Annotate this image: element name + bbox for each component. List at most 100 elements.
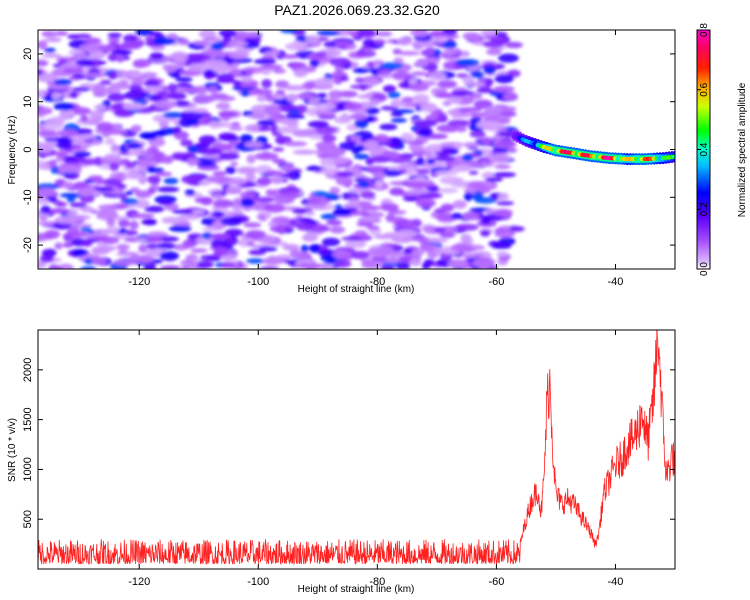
noise-blob [333, 259, 352, 268]
noise-blob [456, 73, 469, 78]
noise-blob [149, 52, 164, 61]
noise-blob [462, 32, 481, 40]
noise-blob [303, 128, 318, 134]
noise-blob [336, 171, 354, 177]
noise-blob [48, 159, 58, 168]
noise-blob [256, 196, 275, 203]
noise-blob [38, 68, 44, 76]
noise-blob [256, 94, 268, 102]
noise-blob [440, 203, 455, 212]
noise-blob [109, 162, 120, 172]
noise-blob [245, 230, 266, 239]
noise-blob [103, 192, 127, 198]
noise-blob [88, 110, 105, 119]
noise-blob [403, 248, 413, 255]
noise-blob [196, 161, 217, 167]
noise-blob [483, 66, 496, 75]
noise-blob [159, 251, 180, 261]
x-tick-label: -60 [488, 576, 504, 588]
noise-blob [497, 53, 519, 63]
noise-blob [110, 144, 121, 153]
noise-blob [359, 216, 378, 223]
noise-blob [143, 79, 161, 88]
noise-blob [73, 181, 85, 190]
noise-blob [317, 145, 340, 154]
noise-blob [499, 126, 508, 134]
noise-blob [439, 232, 456, 238]
noise-blob [41, 248, 57, 258]
noise-blob [152, 37, 176, 45]
noise-blob [473, 99, 493, 109]
noise-blob [119, 79, 129, 86]
noise-blob [259, 64, 283, 70]
noise-blob [38, 199, 50, 205]
y-tick-label: -20 [22, 237, 34, 253]
noise-blob [128, 71, 143, 78]
noise-blob [300, 244, 309, 253]
noise-blob [246, 258, 265, 264]
noise-blob [38, 160, 46, 169]
noise-blob [326, 219, 342, 226]
noise-blob [463, 192, 473, 202]
noise-blob [356, 221, 374, 227]
x-tick-label: -80 [369, 576, 385, 588]
noise-blob [366, 165, 386, 171]
noise-blob [372, 170, 386, 180]
noise-blob [93, 228, 110, 237]
noise-blob [288, 109, 300, 114]
noise-blob [76, 187, 95, 197]
noise-blob [54, 242, 63, 250]
noise-blob [54, 215, 78, 224]
noise-blob [335, 176, 354, 186]
noise-blob [391, 71, 412, 81]
noise-blob [369, 98, 381, 106]
noise-blob [79, 194, 95, 203]
noise-blob [96, 121, 114, 131]
noise-blob [38, 144, 52, 154]
noise-blob [143, 86, 164, 92]
noise-blob [307, 196, 331, 205]
noise-blob [352, 67, 370, 74]
noise-blob [280, 164, 295, 172]
noise-blob [49, 85, 71, 90]
noise-blob [349, 84, 373, 90]
noise-blob [238, 168, 255, 174]
noise-blob [354, 30, 376, 37]
noise-blob [53, 78, 73, 86]
noise-blob [188, 66, 203, 72]
figure-title: PAZ1.2026.069.23.32.G20 [274, 2, 440, 18]
noise-blob [148, 138, 166, 147]
noise-blob [69, 225, 81, 231]
noise-blob [228, 125, 243, 131]
noise-blob [423, 149, 433, 158]
noise-blob [286, 93, 298, 103]
noise-blob [174, 59, 186, 69]
noise-blob [106, 217, 116, 227]
noise-blob [107, 53, 119, 62]
noise-blob [138, 244, 148, 254]
noise-blob [496, 251, 509, 257]
noise-blob [293, 69, 308, 78]
x-tick-label: -60 [488, 276, 504, 288]
noise-blob [272, 158, 286, 164]
noise-blob [158, 200, 174, 206]
noise-blob [66, 197, 76, 203]
noise-blob [450, 212, 463, 220]
noise-blob [492, 155, 507, 164]
noise-blob [90, 257, 107, 265]
noise-blob [140, 71, 158, 78]
noise-blob [272, 147, 285, 152]
noise-blob [397, 37, 412, 46]
noise-blob [304, 211, 316, 217]
noise-blob [38, 129, 57, 137]
noise-blob [494, 208, 513, 217]
y-tick-label: 1000 [22, 457, 34, 481]
noise-blob [42, 122, 63, 131]
noise-blob [97, 204, 120, 211]
noise-blob [144, 262, 157, 269]
noise-blob [501, 106, 517, 112]
noise-blob [214, 246, 229, 256]
noise-blob [463, 142, 480, 148]
noise-blob [146, 165, 156, 171]
noise-blob [175, 76, 193, 83]
